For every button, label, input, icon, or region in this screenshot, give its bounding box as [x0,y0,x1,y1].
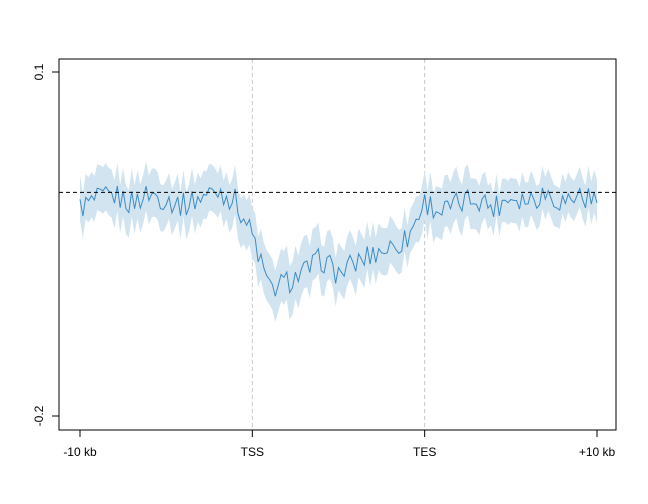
confidence-band [80,161,597,323]
x-tick-label-2: TES [413,445,436,459]
y-tick-label-1: -0.2 [32,405,46,426]
y-axis: 0.1 -0.2 [32,63,60,426]
x-tick-label-1: TSS [241,445,264,459]
confidence-band-layer [80,161,597,323]
x-axis: -10 kb TSS TES +10 kb [63,429,616,459]
plot-frame [58,58,617,431]
y-tick-label-0: 0.1 [32,63,46,80]
mean-line [79,185,598,297]
x-tick-label-0: -10 kb [63,445,97,459]
x-tick-label-3: +10 kb [579,445,616,459]
mean-line-layer [79,185,598,297]
